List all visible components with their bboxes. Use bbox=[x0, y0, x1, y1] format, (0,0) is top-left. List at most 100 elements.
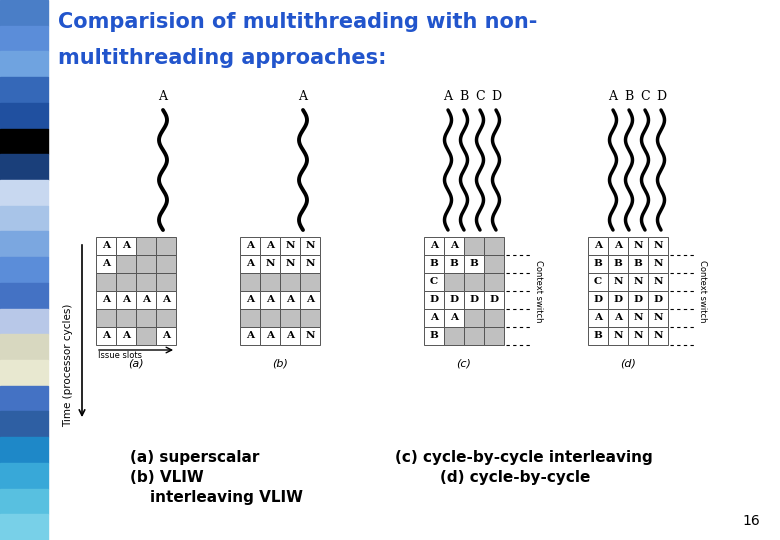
Bar bbox=[96, 255, 116, 273]
Text: (a): (a) bbox=[128, 359, 144, 369]
Text: D: D bbox=[430, 295, 438, 305]
Bar bbox=[116, 327, 136, 345]
Text: A: A bbox=[122, 295, 130, 305]
Text: A: A bbox=[614, 314, 622, 322]
Bar bbox=[0, 411, 48, 437]
Bar bbox=[156, 255, 176, 273]
Bar bbox=[136, 327, 156, 345]
Text: A: A bbox=[286, 295, 294, 305]
Text: (b) VLIW: (b) VLIW bbox=[130, 470, 204, 485]
Text: Comparision of multithreading with non-: Comparision of multithreading with non- bbox=[58, 12, 537, 32]
Bar bbox=[240, 291, 260, 309]
Bar bbox=[136, 291, 156, 309]
Bar bbox=[588, 237, 608, 255]
Bar bbox=[648, 255, 668, 273]
Text: A: A bbox=[162, 332, 170, 341]
Bar bbox=[0, 386, 48, 411]
Bar bbox=[484, 237, 504, 255]
Text: A: A bbox=[122, 241, 130, 251]
Bar bbox=[648, 237, 668, 255]
Text: B: B bbox=[633, 260, 643, 268]
Bar bbox=[240, 273, 260, 291]
Bar bbox=[424, 273, 444, 291]
Bar bbox=[240, 255, 260, 273]
Bar bbox=[260, 291, 280, 309]
Bar bbox=[136, 309, 156, 327]
Bar bbox=[464, 237, 484, 255]
Text: A: A bbox=[102, 260, 110, 268]
Text: B: B bbox=[470, 260, 478, 268]
Text: Context switch: Context switch bbox=[534, 260, 543, 322]
Bar bbox=[300, 237, 320, 255]
Bar bbox=[628, 237, 648, 255]
Bar bbox=[648, 291, 668, 309]
Bar bbox=[424, 237, 444, 255]
Text: N: N bbox=[285, 260, 295, 268]
Bar bbox=[156, 327, 176, 345]
Text: N: N bbox=[285, 241, 295, 251]
Text: A: A bbox=[594, 241, 602, 251]
Text: A: A bbox=[444, 90, 452, 103]
Text: A: A bbox=[102, 295, 110, 305]
Bar bbox=[444, 327, 464, 345]
Bar bbox=[280, 273, 300, 291]
Bar bbox=[424, 255, 444, 273]
Text: (a) superscalar: (a) superscalar bbox=[130, 450, 260, 465]
Bar bbox=[424, 327, 444, 345]
Text: A: A bbox=[246, 332, 254, 341]
Text: A: A bbox=[614, 241, 622, 251]
Bar bbox=[464, 273, 484, 291]
Bar bbox=[444, 255, 464, 273]
Bar bbox=[0, 206, 48, 232]
Text: N: N bbox=[633, 314, 643, 322]
Text: D: D bbox=[613, 295, 622, 305]
Bar bbox=[280, 255, 300, 273]
Text: N: N bbox=[654, 314, 663, 322]
Bar bbox=[0, 0, 48, 26]
Text: A: A bbox=[266, 241, 274, 251]
Text: B: B bbox=[430, 332, 438, 341]
Bar bbox=[444, 309, 464, 327]
Text: B: B bbox=[594, 332, 602, 341]
Text: B: B bbox=[459, 90, 469, 103]
Bar bbox=[96, 291, 116, 309]
Text: A: A bbox=[266, 295, 274, 305]
Text: interleaving VLIW: interleaving VLIW bbox=[150, 490, 303, 505]
Bar bbox=[648, 273, 668, 291]
Text: N: N bbox=[305, 241, 315, 251]
Text: A: A bbox=[158, 90, 168, 103]
Text: A: A bbox=[102, 241, 110, 251]
Text: 16: 16 bbox=[743, 514, 760, 528]
Bar bbox=[0, 463, 48, 489]
Text: C: C bbox=[430, 278, 438, 287]
Bar bbox=[116, 237, 136, 255]
Bar bbox=[300, 309, 320, 327]
Bar bbox=[260, 255, 280, 273]
Text: C: C bbox=[475, 90, 485, 103]
Bar bbox=[300, 255, 320, 273]
Bar bbox=[588, 273, 608, 291]
Text: C: C bbox=[594, 278, 602, 287]
Text: A: A bbox=[102, 332, 110, 341]
Text: N: N bbox=[265, 260, 275, 268]
Bar bbox=[0, 283, 48, 308]
Bar bbox=[464, 309, 484, 327]
Bar bbox=[0, 103, 48, 129]
Bar bbox=[136, 273, 156, 291]
Text: D: D bbox=[654, 295, 662, 305]
Bar bbox=[156, 237, 176, 255]
Text: N: N bbox=[633, 241, 643, 251]
Text: N: N bbox=[633, 278, 643, 287]
Text: C: C bbox=[640, 90, 650, 103]
Text: A: A bbox=[299, 90, 307, 103]
Bar bbox=[0, 154, 48, 180]
Bar bbox=[648, 309, 668, 327]
Bar bbox=[156, 309, 176, 327]
Text: (c) cycle-by-cycle interleaving: (c) cycle-by-cycle interleaving bbox=[395, 450, 653, 465]
Text: B: B bbox=[624, 90, 633, 103]
Bar bbox=[96, 273, 116, 291]
Text: A: A bbox=[608, 90, 618, 103]
Bar bbox=[156, 273, 176, 291]
Bar bbox=[464, 291, 484, 309]
Text: (d): (d) bbox=[620, 359, 636, 369]
